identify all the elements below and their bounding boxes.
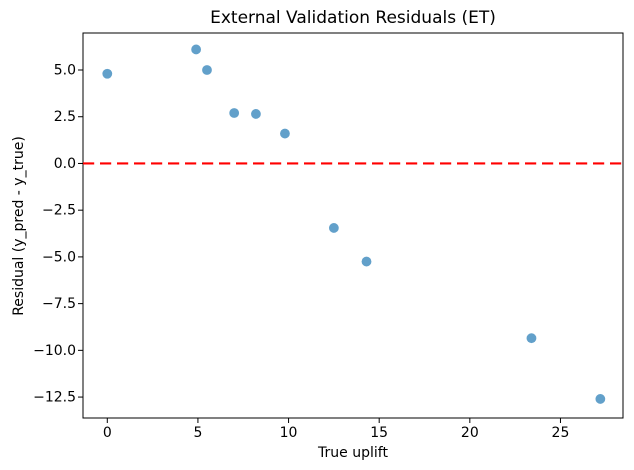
x-tick-label: 5	[193, 425, 202, 441]
data-point	[280, 128, 290, 139]
y-tick-label: −5.0	[42, 249, 76, 265]
data-point	[595, 394, 606, 404]
data-point	[361, 256, 372, 267]
x-tick-label: 0	[103, 425, 112, 441]
y-tick-label: −7.5	[42, 296, 76, 312]
data-point	[191, 44, 202, 55]
data-point	[229, 108, 240, 118]
x-axis-label: True uplift	[317, 445, 388, 461]
data-point	[526, 333, 537, 344]
plot-border	[82, 32, 624, 419]
data-point	[328, 223, 339, 233]
data-point	[251, 109, 261, 119]
x-tick-label: 15	[370, 425, 388, 441]
data-point	[102, 68, 113, 79]
x-tick-label: 10	[280, 425, 298, 441]
y-tick-label: −10.0	[33, 343, 76, 359]
chart-title: External Validation Residuals (ET)	[210, 8, 496, 28]
y-tick-label: −2.5	[42, 203, 76, 219]
y-tick-label: −12.5	[33, 390, 76, 406]
x-tick-label: 20	[461, 425, 479, 441]
y-tick-label: 2.5	[54, 109, 76, 125]
plot-generated-content: 0 5 10 15 20 25 5.0 2.5 0.0 −2.5 −5.0 −7.5 −10.0 −12.…	[33, 32, 624, 441]
y-tick-label: 0.0	[54, 156, 76, 172]
y-tick-label: 5.0	[54, 62, 76, 78]
x-tick-label: 25	[552, 425, 570, 441]
y-axis-label: Residual (y_pred - y_true)	[11, 136, 27, 316]
data-point	[202, 65, 212, 75]
